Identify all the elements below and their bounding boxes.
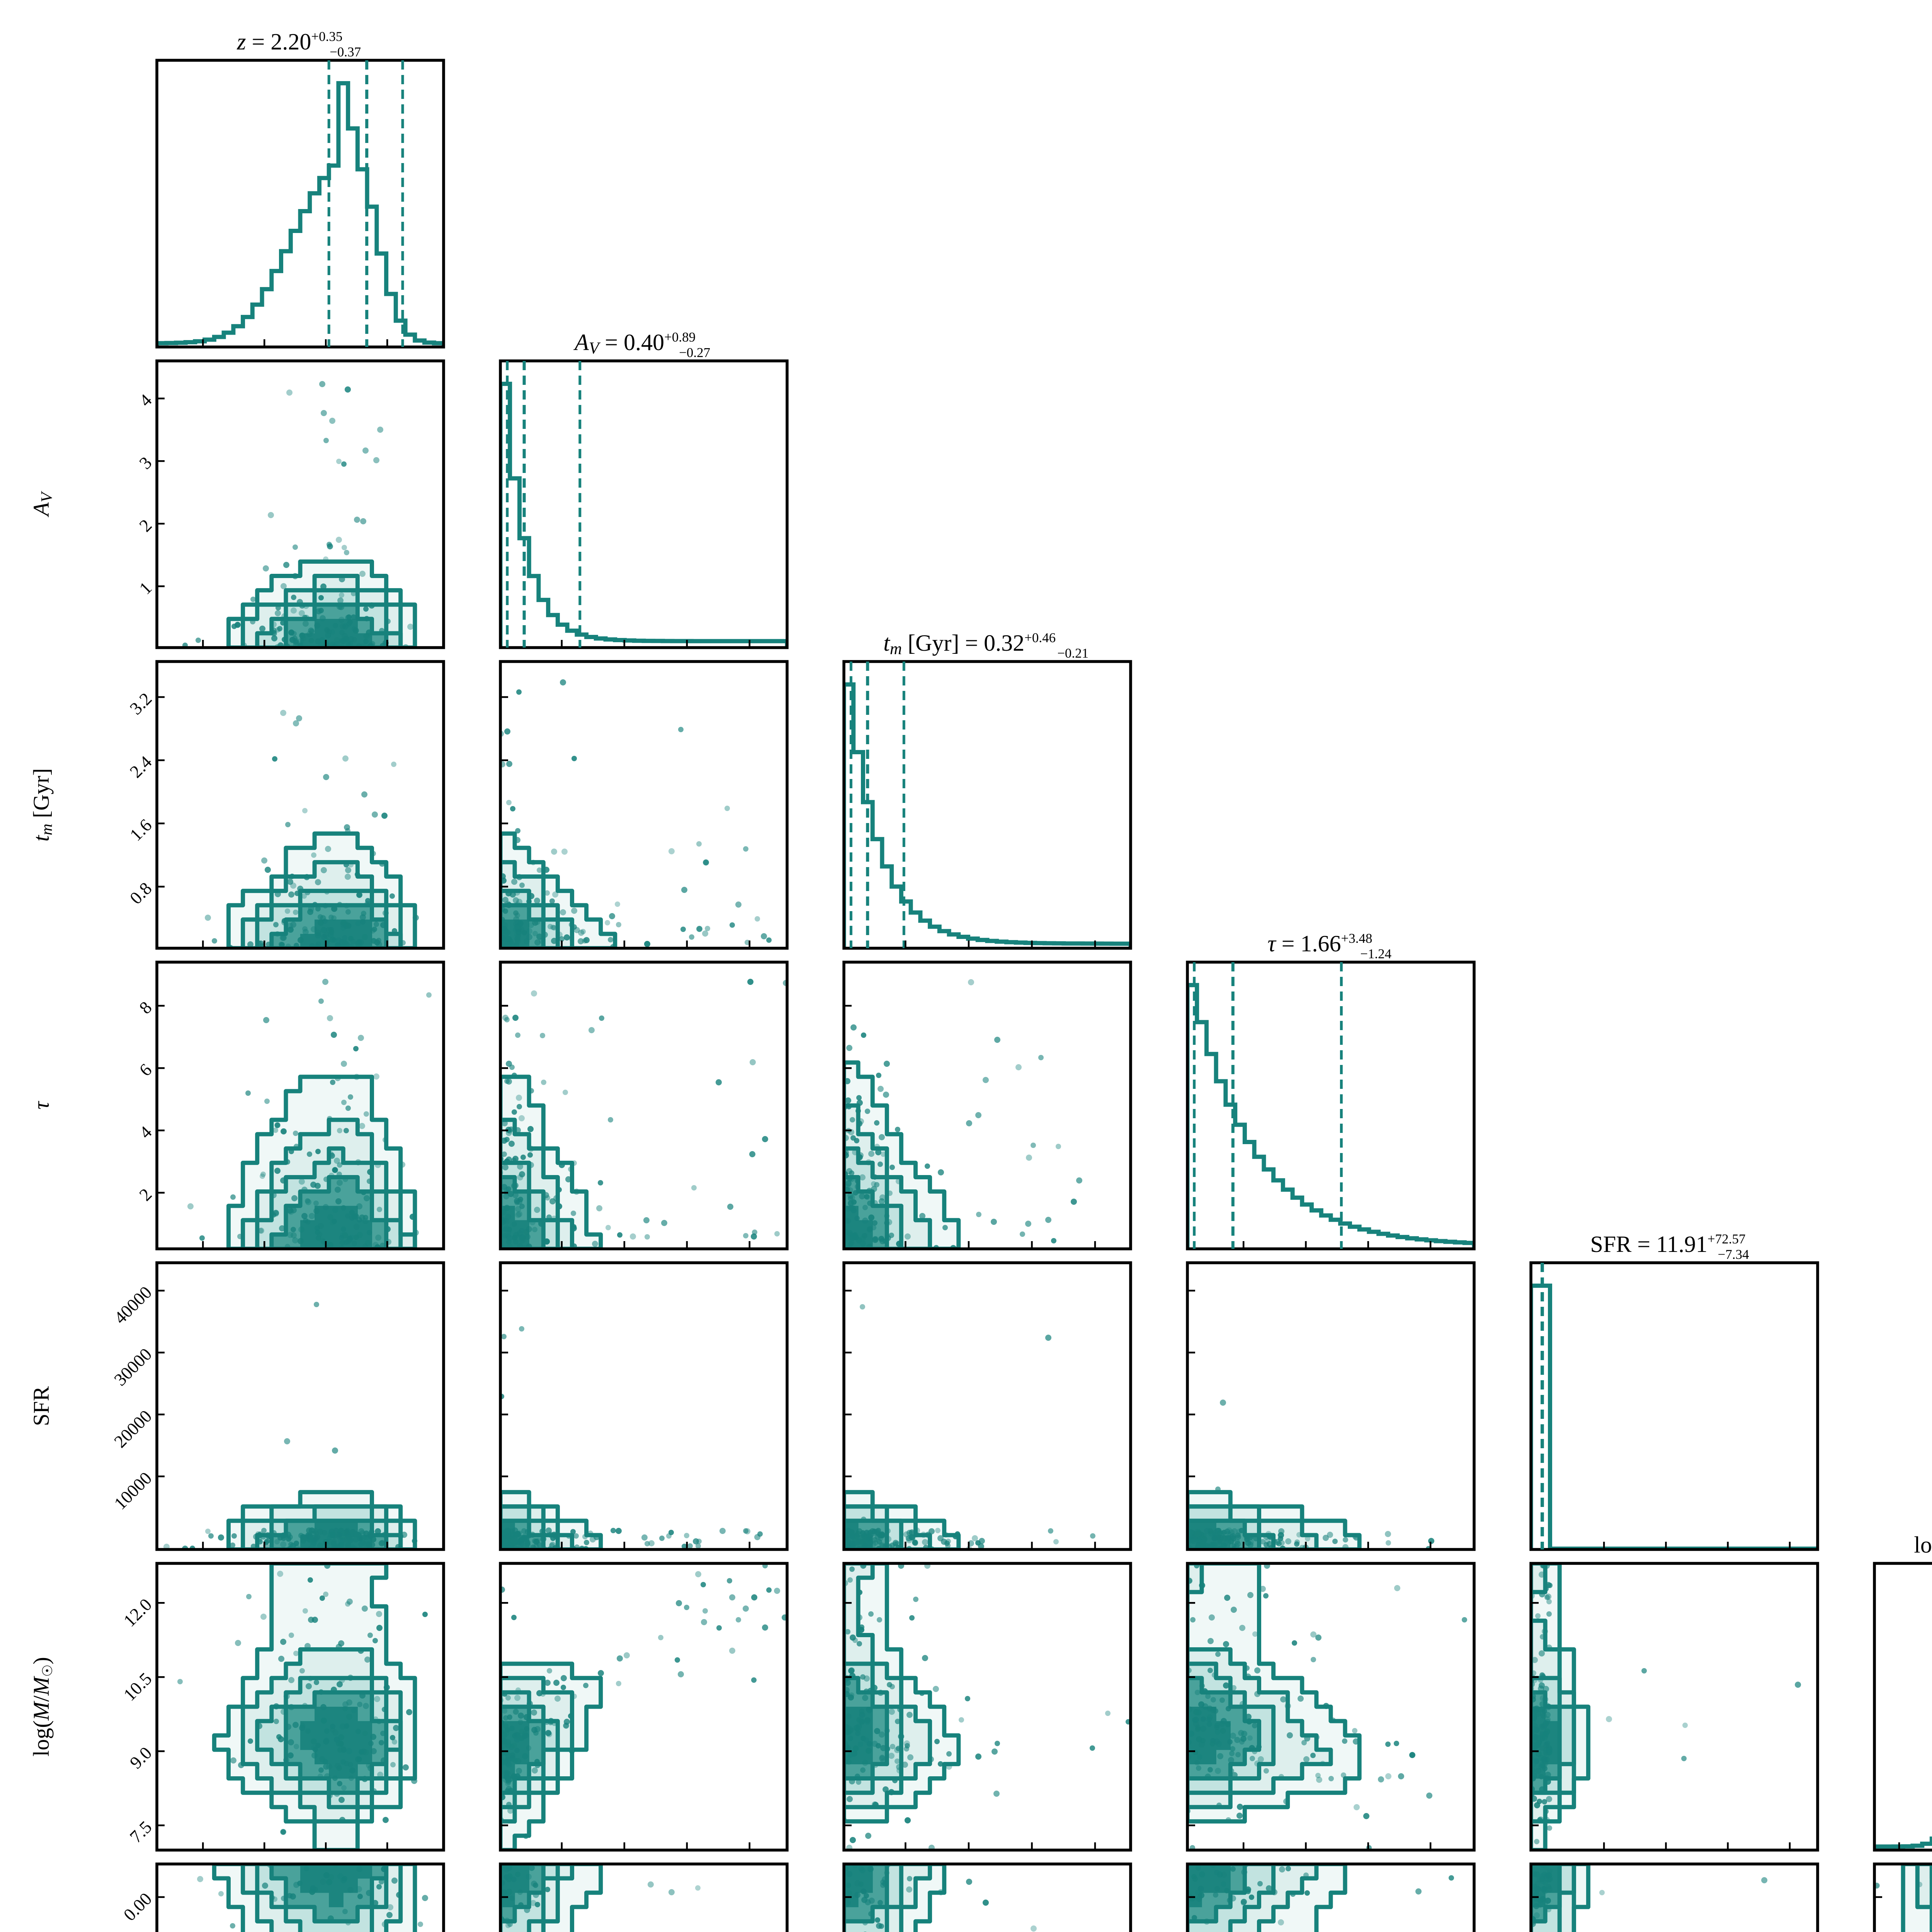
svg-text:SFR: SFR [29,1386,54,1426]
svg-text:τ: τ [29,1100,54,1109]
